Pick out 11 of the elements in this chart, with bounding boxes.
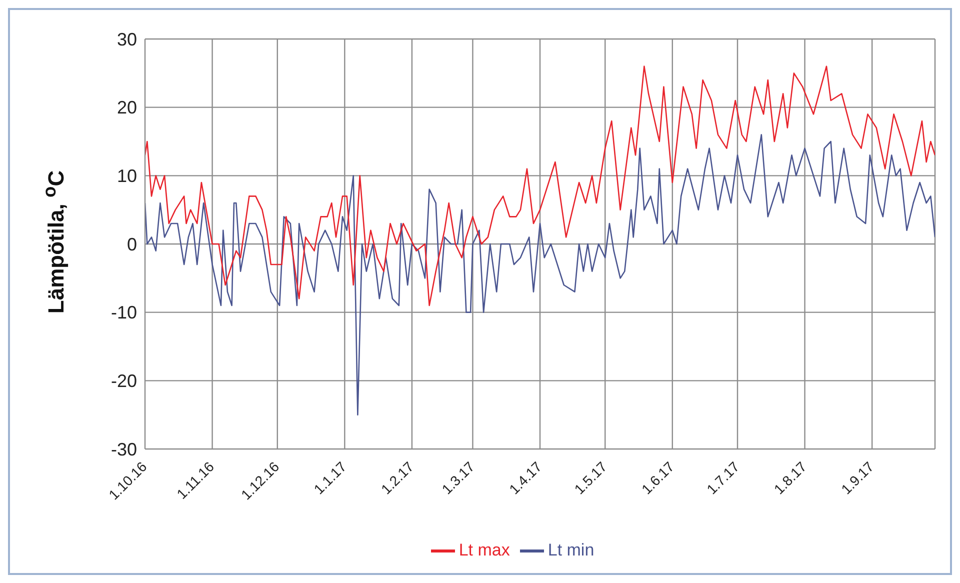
y-tick-label: 20: [116, 98, 137, 118]
y-tick-label: -30: [110, 439, 137, 460]
line-series: [145, 134, 935, 416]
y-tick-label: 30: [116, 29, 137, 50]
legend-label: Lt max: [458, 540, 510, 560]
line-series: [145, 66, 935, 306]
y-tick-label: -10: [110, 302, 137, 323]
y-tick-label: 10: [116, 166, 137, 186]
y-tick-label: -20: [110, 371, 137, 392]
legend-label: Lt min: [548, 540, 594, 560]
y-tick-label: 0: [126, 234, 137, 254]
